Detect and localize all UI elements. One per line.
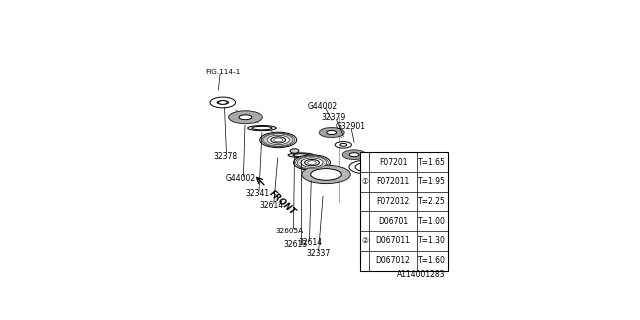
Ellipse shape (301, 158, 323, 167)
Ellipse shape (252, 126, 272, 130)
Ellipse shape (367, 174, 397, 186)
Text: F07201: F07201 (379, 157, 407, 167)
Ellipse shape (264, 134, 293, 146)
Text: 32378: 32378 (213, 152, 237, 161)
Text: T=1.95: T=1.95 (419, 177, 446, 186)
Text: G44002: G44002 (307, 102, 338, 111)
Ellipse shape (293, 154, 308, 156)
Ellipse shape (302, 165, 350, 184)
Ellipse shape (217, 101, 228, 104)
Text: D067012: D067012 (376, 256, 410, 265)
Ellipse shape (290, 149, 299, 153)
Ellipse shape (372, 176, 392, 184)
Bar (360, 152, 448, 270)
Text: FIG.114-1: FIG.114-1 (205, 69, 241, 76)
Text: ②: ② (383, 189, 389, 198)
Ellipse shape (398, 201, 413, 207)
Ellipse shape (271, 137, 285, 143)
Text: 32337: 32337 (307, 249, 331, 258)
Ellipse shape (267, 135, 289, 145)
Text: ①: ① (360, 174, 367, 183)
Text: T=2.25: T=2.25 (419, 197, 446, 206)
Text: D067011: D067011 (376, 236, 410, 245)
Ellipse shape (327, 131, 337, 134)
Ellipse shape (274, 138, 283, 142)
Text: FRONT: FRONT (268, 189, 298, 217)
Ellipse shape (262, 133, 294, 147)
Ellipse shape (403, 203, 408, 205)
Text: 32614: 32614 (260, 201, 284, 210)
Ellipse shape (349, 153, 359, 157)
Ellipse shape (239, 115, 252, 120)
Text: T=1.65: T=1.65 (419, 157, 446, 167)
Ellipse shape (342, 150, 366, 159)
Text: D06701: D06701 (378, 217, 408, 226)
Text: 32613: 32613 (283, 240, 307, 249)
Ellipse shape (228, 111, 262, 124)
Ellipse shape (349, 160, 386, 174)
Ellipse shape (288, 153, 314, 157)
Ellipse shape (260, 132, 297, 148)
Text: T=1.00: T=1.00 (419, 217, 446, 226)
Text: C62803: C62803 (380, 210, 409, 219)
Ellipse shape (296, 156, 328, 169)
Ellipse shape (355, 162, 380, 172)
Ellipse shape (340, 143, 347, 146)
Text: G32901: G32901 (335, 122, 365, 131)
Text: F072011: F072011 (376, 177, 410, 186)
Text: D52803: D52803 (374, 200, 404, 209)
Ellipse shape (294, 155, 330, 170)
Text: 32379: 32379 (322, 114, 346, 123)
Ellipse shape (335, 141, 351, 148)
Text: T=1.60: T=1.60 (419, 256, 446, 265)
Text: ②: ② (361, 236, 368, 245)
Ellipse shape (305, 159, 319, 166)
Text: T=1.30: T=1.30 (419, 236, 446, 245)
Ellipse shape (218, 100, 227, 104)
Ellipse shape (248, 125, 276, 131)
Ellipse shape (308, 161, 316, 164)
Ellipse shape (384, 189, 406, 197)
Text: ①: ① (361, 177, 368, 186)
Text: 32614: 32614 (299, 238, 323, 247)
Ellipse shape (297, 156, 327, 169)
Text: A114001283: A114001283 (397, 270, 445, 279)
Ellipse shape (319, 128, 344, 138)
Ellipse shape (389, 191, 402, 196)
Text: G44002: G44002 (225, 174, 255, 183)
Text: 32605A: 32605A (276, 228, 304, 234)
Ellipse shape (210, 97, 236, 108)
Text: 32341: 32341 (245, 188, 269, 198)
Ellipse shape (311, 169, 341, 180)
Text: F072012: F072012 (376, 197, 410, 206)
